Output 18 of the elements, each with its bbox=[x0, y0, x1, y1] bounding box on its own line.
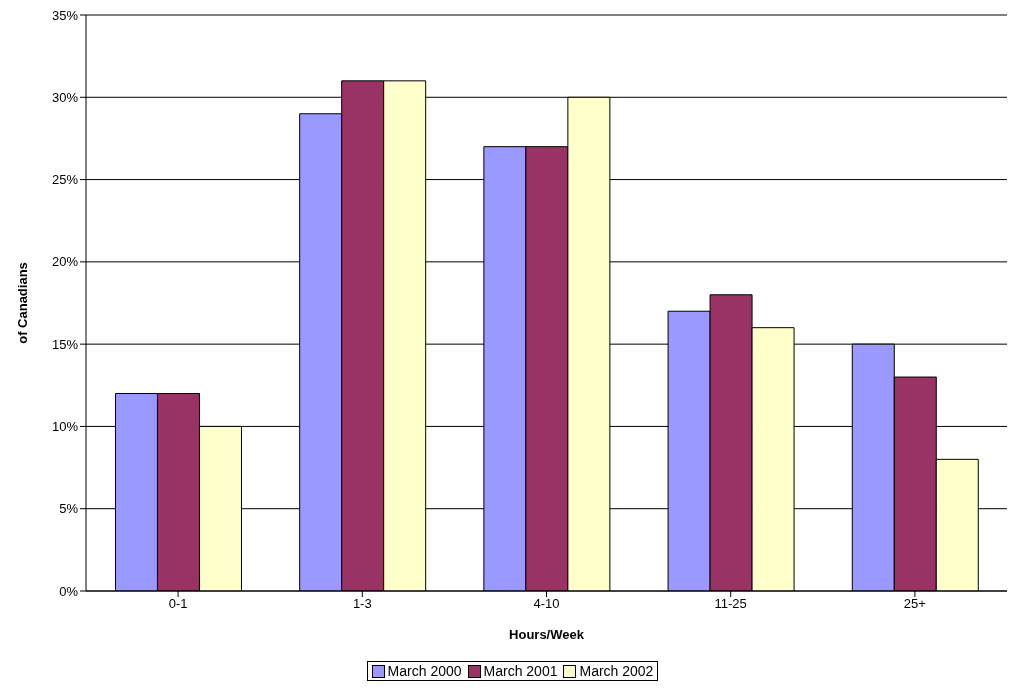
x-axis-title: Hours/Week bbox=[509, 627, 585, 642]
legend-label: March 2000 bbox=[386, 663, 462, 679]
y-axis-title: of Canadians bbox=[14, 262, 30, 344]
y-tick-label: 30% bbox=[51, 89, 79, 105]
x-tick-label: 11-25 bbox=[714, 596, 747, 612]
y-tick-label: 10% bbox=[51, 419, 79, 435]
y-tick-label: 15% bbox=[51, 336, 79, 352]
y-tick-label: 35% bbox=[51, 7, 79, 23]
x-tick-label: 4-10 bbox=[533, 596, 560, 612]
x-tick-label: 25+ bbox=[903, 596, 926, 612]
y-tick-label: 25% bbox=[51, 172, 79, 188]
y-tick-label: 0% bbox=[59, 583, 79, 599]
y-tick-label: 20% bbox=[51, 254, 79, 270]
legend-label: March 2002 bbox=[578, 663, 654, 679]
legend-label: March 2001 bbox=[482, 663, 558, 679]
x-tick-label: 0-1 bbox=[168, 596, 188, 612]
y-tick-label: 5% bbox=[59, 501, 79, 517]
x-tick-label: 1-3 bbox=[352, 596, 372, 612]
